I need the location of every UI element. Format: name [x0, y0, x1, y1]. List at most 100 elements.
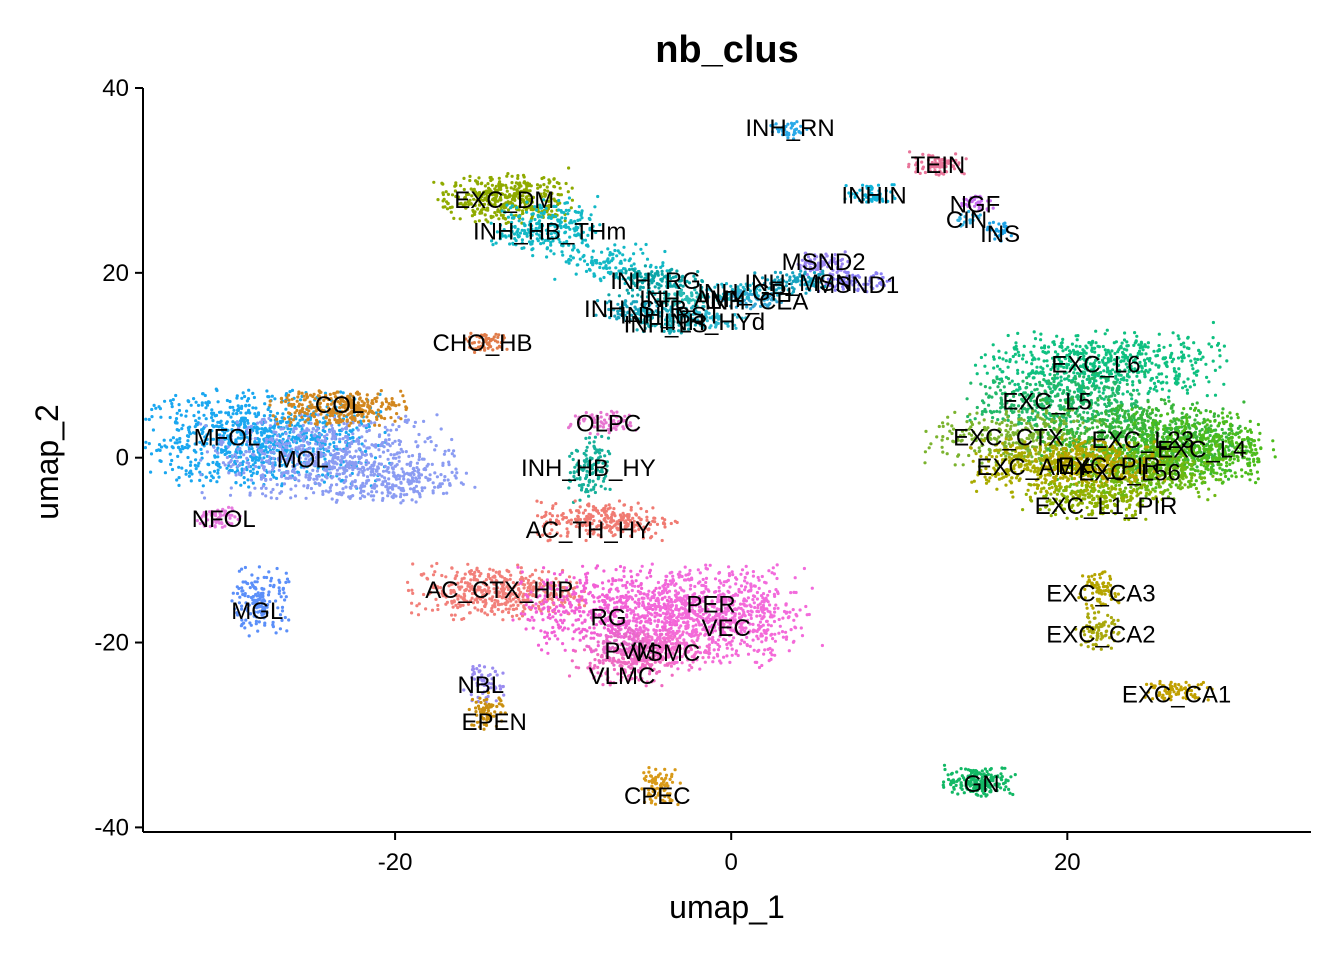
scatter-point — [477, 569, 481, 574]
scatter-point — [415, 461, 419, 465]
scatter-point — [305, 395, 310, 399]
scatter-point — [604, 594, 608, 598]
scatter-point — [240, 396, 244, 400]
scatter-point — [348, 445, 352, 449]
scatter-point — [641, 251, 645, 255]
scatter-point — [229, 486, 233, 490]
scatter-point — [185, 409, 189, 413]
scatter-point — [463, 572, 467, 576]
scatter-point — [559, 618, 563, 622]
scatter-point — [328, 452, 332, 456]
scatter-point — [453, 474, 457, 478]
scatter-point — [300, 415, 304, 419]
scatter-point — [330, 426, 335, 431]
scatter-point — [255, 425, 259, 429]
scatter-point — [560, 210, 564, 214]
scatter-point — [479, 182, 483, 186]
scatter-point — [639, 628, 643, 632]
scatter-point — [752, 601, 756, 605]
scatter-point — [386, 467, 390, 471]
scatter-point — [258, 593, 262, 598]
scatter-point — [317, 442, 322, 446]
scatter-point — [455, 570, 459, 574]
scatter-point — [244, 404, 248, 408]
scatter-point — [282, 591, 286, 595]
scatter-point — [255, 580, 259, 584]
scatter-point — [258, 453, 262, 457]
scatter-point — [225, 420, 229, 424]
scatter-point — [275, 448, 279, 452]
scatter-point — [384, 439, 388, 443]
scatter-point — [578, 505, 582, 509]
scatter-point — [227, 440, 232, 445]
scatter-point — [404, 414, 408, 418]
scatter-point — [229, 458, 233, 463]
scatter-point — [346, 462, 350, 466]
scatter-point — [371, 467, 375, 471]
scatter-point — [656, 580, 661, 585]
scatter-point — [591, 508, 595, 512]
scatter-point — [366, 412, 370, 416]
scatter-point — [301, 437, 305, 441]
scatter-point — [254, 406, 258, 410]
scatter-point — [450, 566, 454, 570]
scatter-point — [555, 605, 559, 609]
scatter-point — [405, 462, 409, 466]
scatter-point — [563, 648, 567, 652]
scatter-point — [362, 489, 366, 493]
scatter-point — [565, 201, 570, 205]
scatter-point — [412, 466, 416, 470]
scatter-point — [394, 484, 398, 488]
scatter-point — [332, 465, 336, 469]
scatter-point — [216, 468, 220, 472]
scatter-point — [574, 618, 578, 622]
scatter-point — [203, 435, 207, 439]
scatter-point — [400, 467, 404, 471]
scatter-point — [308, 400, 312, 404]
scatter-point — [512, 607, 516, 612]
scatter-point — [626, 513, 630, 517]
scatter-point — [446, 478, 450, 482]
scatter-point — [226, 450, 231, 454]
scatter-point — [225, 466, 229, 470]
scatter-point — [189, 460, 193, 464]
scatter-point — [406, 580, 410, 585]
scatter-point — [296, 433, 301, 437]
scatter-point — [443, 449, 447, 453]
scatter-point — [364, 463, 368, 467]
scatter-point — [198, 470, 202, 474]
scatter-point — [305, 447, 310, 451]
scatter-point — [180, 466, 184, 470]
scatter-point — [593, 583, 597, 588]
scatter-point — [567, 196, 572, 200]
scatter-point — [281, 427, 285, 431]
scatter-point — [705, 567, 710, 571]
scatter-point — [417, 476, 421, 480]
scatter-point — [173, 441, 177, 445]
scatter-point — [415, 479, 419, 484]
scatter-point — [625, 580, 629, 585]
scatter-point — [200, 442, 205, 446]
scatter-point — [567, 486, 571, 490]
scatter-point — [345, 419, 349, 423]
scatter-point — [284, 399, 288, 404]
scatter-point — [317, 438, 321, 442]
scatter-point — [292, 402, 296, 407]
scatter-point — [213, 454, 217, 458]
scatter-point — [751, 598, 755, 602]
scatter-point — [289, 427, 293, 431]
scatter-point — [235, 394, 239, 398]
scatter-point — [516, 174, 520, 178]
scatter-point — [587, 502, 591, 506]
scatter-point — [315, 469, 320, 473]
scatter-point — [250, 447, 254, 451]
scatter-point — [578, 631, 582, 635]
scatter-point — [338, 428, 342, 433]
scatter-point — [743, 575, 747, 580]
scatter-point — [507, 610, 511, 615]
scatter-point — [204, 417, 208, 421]
scatter-point — [476, 608, 480, 612]
scatter-point — [423, 466, 427, 471]
scatter-point — [305, 427, 309, 431]
scatter-point — [558, 186, 562, 190]
